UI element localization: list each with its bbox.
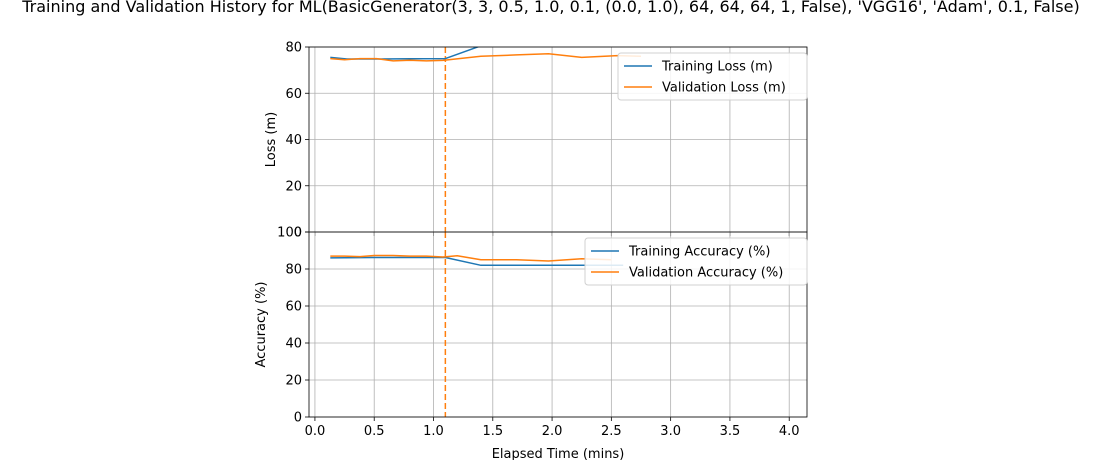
- x-axis-label: Elapsed Time (mins): [492, 447, 625, 460]
- accuracy-series-group: [330, 254, 624, 267]
- accuracy-axes-frame: [308, 231, 808, 418]
- loss-legend: Training Loss (m) Validation Loss (m): [617, 52, 808, 101]
- accuracy-series-line-1: [330, 254, 612, 262]
- accuracy-y-axis-label: Accuracy (%): [254, 282, 269, 368]
- loss-y-tick-label: 20: [285, 179, 302, 194]
- loss-legend-label: Training Loss (m): [661, 60, 773, 75]
- loss-series-line-1: [330, 52, 642, 62]
- loss-legend-label: Validation Loss (m): [662, 81, 786, 96]
- plot-panels: 0 20 40 60 80 Loss (m) Training Loss (m) Valida…: [254, 41, 808, 439]
- x-tick-label: 2.0: [542, 424, 563, 439]
- x-tick-label: 2.5: [601, 424, 622, 439]
- chart-title: Training and Validation History for ML(B…: [21, 0, 1079, 16]
- accuracy-y-tick-label: 60: [285, 300, 302, 315]
- x-tick-label: 1.5: [482, 424, 503, 439]
- accuracy-y-tick-label: 40: [285, 337, 302, 352]
- x-tick-label: 4.0: [779, 424, 800, 439]
- x-tick-label: 3.5: [720, 424, 741, 439]
- loss-y-tick-label: 0: [294, 226, 302, 241]
- x-tick-label: 3.0: [660, 424, 681, 439]
- accuracy-series-line-0: [330, 256, 624, 267]
- accuracy-panel: 0.0 0.5 1.0 1.5 2.0 2.5 3.0 3.5 4.0 0 20 40 60 80 100 A…: [254, 226, 808, 439]
- loss-y-tick-label: 40: [285, 133, 302, 148]
- accuracy-legend-label: Validation Accuracy (%): [629, 266, 783, 281]
- x-tick-label: 0.5: [364, 424, 385, 439]
- x-tick-label: 0.0: [305, 424, 326, 439]
- loss-y-tick-label: 80: [285, 41, 302, 56]
- loss-legend-box: [617, 52, 808, 101]
- accuracy-y-tick-label: 100: [277, 226, 302, 241]
- accuracy-y-tick-label: 20: [285, 374, 302, 389]
- accuracy-legend-label: Training Accuracy (%): [628, 245, 770, 260]
- accuracy-y-tick-label: 80: [285, 263, 302, 278]
- accuracy-legend-box: [584, 237, 808, 286]
- x-tick-label: 1.0: [423, 424, 444, 439]
- loss-series-group: [330, 47, 642, 62]
- loss-y-axis-label: Loss (m): [264, 112, 279, 167]
- loss-y-tick-label: 60: [285, 87, 302, 102]
- accuracy-legend: Training Accuracy (%) Validation Accuracy…: [584, 237, 808, 286]
- accuracy-y-tick-label: 0: [294, 411, 302, 426]
